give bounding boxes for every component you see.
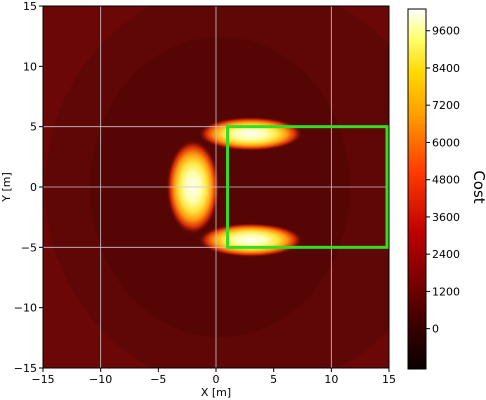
y-tick-label: 15	[23, 0, 37, 13]
colorbar-tick-label: 8400	[432, 62, 460, 75]
colorbar-tick-label: 4800	[432, 174, 460, 187]
x-tick-label: −15	[31, 373, 54, 386]
colorbar-tick-label: 7200	[432, 99, 460, 112]
colorbar-ticks: 0 1200 2400 3600 4800 6000 7200 8400 9600	[426, 25, 460, 336]
x-tick-label: −5	[150, 373, 166, 386]
y-tick-label: 5	[30, 121, 37, 134]
colorbar-gradient	[408, 9, 426, 369]
y-tick-label: 0	[30, 181, 37, 194]
colorbar-tick-label: 3600	[432, 211, 460, 224]
x-tick-label: 0	[213, 373, 220, 386]
x-tick-label: 5	[270, 373, 277, 386]
colorbar-tick-label: 6000	[432, 136, 460, 149]
colorbar-frame	[407, 8, 427, 370]
x-tick-label: −10	[89, 373, 112, 386]
hot-region-3	[198, 223, 303, 257]
region-box	[226, 125, 389, 249]
x-axis-label: X [m]	[201, 386, 231, 399]
y-tick-label: −15	[14, 362, 37, 375]
hot-region-2	[198, 117, 303, 151]
y-tick-label: 10	[23, 60, 37, 73]
colorbar: 0 1200 2400 3600 4800 6000 7200 8400 9600 Cost	[407, 8, 486, 370]
colorbar-tick-label: 1200	[432, 285, 460, 298]
y-axis-label: Y [m]	[0, 172, 13, 203]
x-tick-label: 15	[382, 373, 396, 386]
y-tick-label: −5	[21, 241, 37, 254]
x-tick-label: 10	[324, 373, 338, 386]
plot-area	[43, 6, 389, 368]
colorbar-label: Cost	[470, 170, 486, 203]
y-tick-label: −10	[14, 302, 37, 315]
y-axis-ticks: −15 −10 −5 0 5 10 15	[14, 0, 43, 375]
colorbar-tick-label: 9600	[432, 25, 460, 38]
colorbar-tick-label: 2400	[432, 248, 460, 261]
grid-lines	[43, 6, 389, 368]
x-axis-ticks: −15 −10 −5 0 5 10 15	[31, 368, 396, 386]
colorbar-tick-label: 0	[432, 323, 439, 336]
